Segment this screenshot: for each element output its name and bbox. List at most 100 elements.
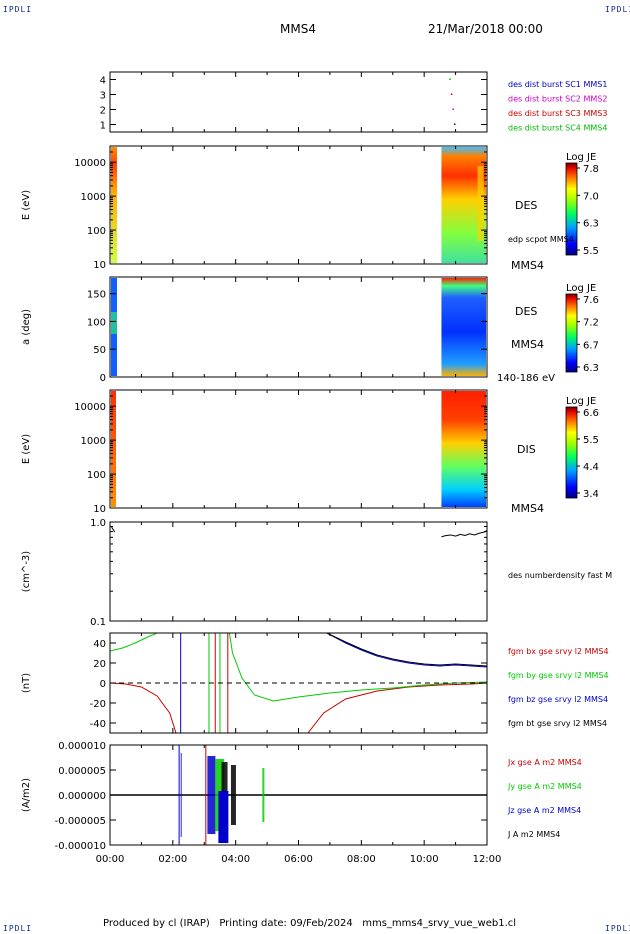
spectrogram-block (441, 278, 486, 376)
corner-label-bottom-right: IPDLI (605, 924, 630, 933)
y-tick-label: 100 (87, 226, 106, 237)
panel-label-des: DES (515, 199, 537, 212)
availability-mark (452, 108, 454, 110)
legend-entry: Jz gse A m2 MMS4 (507, 806, 581, 815)
availability-mark (450, 93, 453, 95)
y-tick-label: -0.000010 (55, 841, 106, 852)
y-tick-label: 100 (87, 470, 106, 481)
panel-frame-des-energy (109, 145, 488, 265)
legend-entry: des dist burst SC3 MMS3 (508, 109, 607, 118)
legend-entry: Jx gse A m2 MMS4 (507, 758, 582, 767)
availability-mark (449, 78, 451, 80)
current-burst (180, 753, 182, 837)
y-tick-label: 0 (100, 373, 106, 384)
y-axis-label: E (eV) (21, 434, 32, 464)
corner-label-top-left: IPDLI (3, 5, 33, 14)
spectrogram-feature (477, 166, 484, 241)
density-series (441, 530, 488, 538)
colorbar-tick-label: 7.2 (583, 318, 599, 329)
current-burst (262, 768, 265, 822)
y-tick-label: 10 (93, 260, 106, 271)
availability-mark (454, 123, 456, 125)
series-line (110, 682, 487, 733)
colorbar-tick-label: 5.5 (583, 246, 599, 257)
y-tick-label: 1.0 (90, 518, 106, 529)
footer-credits: Produced by cl (IRAP) Printing date: 09/… (103, 918, 517, 929)
legend-entry: fgm bz gse srvy l2 MMS4 (508, 695, 608, 704)
panel-label-dis: DIS (517, 443, 536, 456)
panel-frame-des-pitch (109, 276, 488, 378)
colorbar-tick-label: 7.8 (583, 164, 599, 175)
y-tick-label: 0.000000 (58, 791, 106, 802)
y-tick-label: 0.000010 (58, 741, 106, 752)
magnetic-field-series (110, 633, 487, 733)
panel-frame-density (109, 521, 488, 622)
panel-sublabel: edp scpot MMS4 (508, 235, 574, 244)
legend-entry: des dist burst SC4 MMS4 (508, 124, 607, 133)
y-tick-label: 3 (100, 91, 106, 102)
panel-spacecraft: MMS4 (511, 502, 544, 515)
legend-entry: fgm bt gse srvy l2 MMS4 (508, 719, 607, 728)
y-tick-label: 20 (93, 659, 106, 670)
series-line (110, 633, 487, 702)
date-title: 21/Mar/2018 00:00 (428, 22, 543, 36)
colorbar-des-pitch (565, 293, 578, 373)
spectrogram-strip (111, 391, 116, 507)
y-axis-label: (cm^-3) (21, 551, 32, 592)
spectrogram-strip-feature (111, 312, 117, 334)
spectrogram-block (441, 391, 486, 507)
colorbar-tick-label: 3.4 (583, 489, 599, 500)
y-tick-label: 2 (100, 106, 106, 117)
y-tick-label: 150 (87, 290, 106, 301)
colorbar-tick-label: 6.7 (583, 340, 599, 351)
y-axis-label: a (deg) (21, 309, 32, 345)
density-series-start (111, 526, 116, 533)
y-tick-label: -0.000005 (55, 816, 106, 827)
colorbar-tick-label: 6.3 (583, 219, 599, 230)
time-tick-label: 00:00 (96, 854, 125, 865)
series-line (326, 633, 487, 668)
legend-entry: fgm by gse srvy l2 MMS4 (508, 671, 609, 680)
y-tick-label: 0.000005 (58, 766, 106, 777)
colorbar-title-dis-energy: Log JE (566, 396, 596, 407)
time-tick-label: 04:00 (221, 854, 250, 865)
panel-spacecraft: MMS4 (511, 338, 544, 351)
time-tick-label: 06:00 (284, 854, 313, 865)
y-tick-label: 0 (100, 679, 106, 690)
time-tick-label: 12:00 (473, 854, 502, 865)
current-burst (230, 765, 236, 825)
legend-entry: fgm bx gse srvy l2 MMS4 (508, 647, 609, 656)
y-tick-label: 50 (93, 345, 106, 356)
y-tick-label: 1 (100, 121, 106, 132)
colorbar-tick-label: 5.5 (583, 435, 599, 446)
colorbar-des-energy (565, 162, 578, 256)
y-tick-label: 10 (93, 504, 106, 515)
legend-entry: J A m2 MMS4 (507, 830, 560, 839)
colorbar-title-des-energy: Log JE (566, 152, 596, 163)
y-tick-label: -20 (90, 699, 106, 710)
corner-label-top-right: IPDLI (605, 5, 630, 14)
colorbar-tick-label: 7.0 (583, 191, 599, 202)
colorbar-dis-energy (565, 406, 578, 499)
y-tick-label: 100 (87, 317, 106, 328)
y-tick-label: 4 (100, 76, 106, 87)
panel-spacecraft: MMS4 (511, 259, 544, 272)
current-burst (218, 791, 229, 843)
colorbar-title-des-pitch: Log JE (566, 283, 596, 294)
panel-frame-dis-energy (109, 389, 488, 509)
colorbar-tick-label: 7.6 (583, 295, 599, 306)
time-tick-label: 08:00 (347, 854, 376, 865)
legend-entry: Jy gse A m2 MMS4 (507, 782, 582, 791)
colorbar-tick-label: 4.4 (583, 462, 599, 473)
legend-entry: des numberdensity fast M (508, 571, 612, 580)
y-tick-label: 1000 (81, 192, 106, 203)
current-burst (207, 756, 216, 834)
y-axis-label: E (eV) (21, 190, 32, 220)
panel-label-des: DES (515, 305, 537, 318)
panel-frame-availability (109, 71, 488, 133)
y-tick-label: 1000 (81, 436, 106, 447)
y-axis-label: (nT) (21, 673, 32, 693)
spectrogram-strip (111, 147, 117, 263)
y-tick-label: 40 (93, 639, 106, 650)
